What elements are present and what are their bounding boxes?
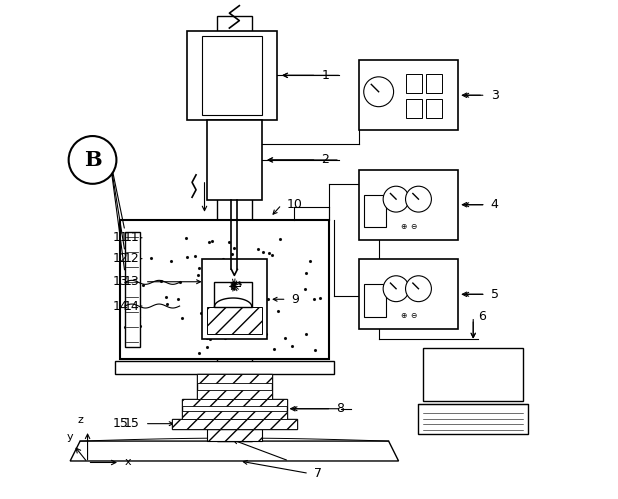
Text: 4: 4: [491, 198, 499, 211]
Bar: [426, 74, 442, 93]
Bar: [172, 419, 297, 429]
Bar: [187, 30, 277, 120]
Text: y: y: [67, 432, 74, 442]
Text: $\oplus\ \ominus$: $\oplus\ \ominus$: [399, 222, 418, 231]
Circle shape: [69, 136, 116, 184]
Text: 2: 2: [321, 153, 329, 167]
Text: 15: 15: [124, 417, 140, 430]
Bar: [197, 374, 272, 383]
Bar: [182, 399, 287, 419]
Text: 12: 12: [124, 252, 140, 265]
Bar: [207, 429, 262, 441]
Bar: [364, 195, 386, 227]
Bar: [197, 374, 272, 399]
Circle shape: [383, 276, 409, 302]
Circle shape: [405, 186, 431, 212]
Bar: [359, 60, 459, 130]
Bar: [406, 74, 422, 93]
Text: $\oplus\ \ominus$: $\oplus\ \ominus$: [399, 311, 418, 320]
Text: 10: 10: [287, 198, 302, 211]
Bar: [125, 232, 140, 346]
Text: 8: 8: [336, 402, 344, 415]
Bar: [359, 259, 459, 329]
Text: 13: 13: [112, 275, 128, 288]
Text: 11: 11: [124, 231, 140, 244]
Bar: [197, 390, 272, 399]
Text: 11: 11: [112, 231, 128, 244]
Text: 7: 7: [314, 467, 322, 480]
Bar: [207, 307, 262, 334]
Bar: [423, 347, 523, 401]
Bar: [202, 259, 267, 339]
Text: B: B: [83, 150, 101, 170]
Text: 13: 13: [124, 275, 140, 288]
Bar: [214, 282, 252, 307]
Text: z: z: [78, 415, 83, 425]
Text: 14: 14: [124, 299, 140, 312]
Bar: [202, 35, 262, 115]
Text: 3: 3: [491, 89, 499, 102]
Bar: [364, 284, 386, 317]
Bar: [182, 399, 287, 406]
Bar: [115, 361, 334, 374]
Text: 5: 5: [491, 288, 499, 301]
Bar: [418, 404, 528, 434]
Bar: [406, 99, 422, 118]
Bar: [217, 429, 252, 441]
Circle shape: [405, 276, 431, 302]
Text: 6: 6: [478, 310, 486, 323]
Text: 9: 9: [292, 293, 300, 306]
Circle shape: [364, 77, 394, 107]
Bar: [217, 15, 252, 441]
Bar: [426, 99, 442, 118]
Bar: [359, 170, 459, 240]
Polygon shape: [70, 441, 399, 461]
Text: 15: 15: [112, 417, 129, 430]
Bar: [172, 419, 297, 429]
Text: 1: 1: [321, 69, 329, 82]
Bar: [182, 411, 287, 419]
Bar: [120, 220, 329, 359]
Circle shape: [383, 186, 409, 212]
Text: x: x: [125, 458, 132, 468]
Bar: [207, 120, 262, 200]
Text: 14: 14: [112, 299, 128, 312]
Text: 12: 12: [112, 252, 128, 265]
